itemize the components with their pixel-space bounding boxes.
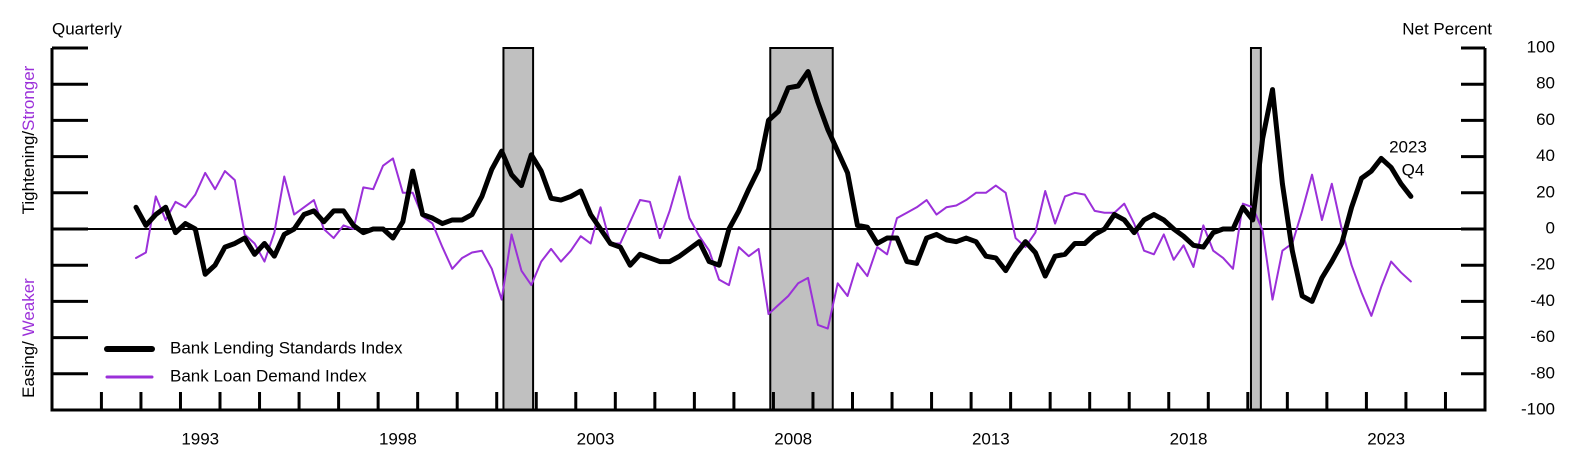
axis-frame xyxy=(50,48,1487,412)
y-label-upper-a: Tightening/ xyxy=(19,131,38,215)
y-label-upper-b: Stronger xyxy=(19,65,38,131)
y-label-lower-a: Easing/ xyxy=(19,336,38,397)
y-tick-label: -20 xyxy=(1530,255,1555,274)
y-tick-label: 60 xyxy=(1536,110,1555,129)
x-tick-label: 1998 xyxy=(379,429,417,448)
corner-right-label: Net Percent xyxy=(1402,19,1492,38)
y-tick-label: 80 xyxy=(1536,74,1555,93)
y-label-upper: Tightening/Stronger xyxy=(19,65,38,214)
x-tick-label: 2013 xyxy=(972,429,1010,448)
x-tick-label: 2003 xyxy=(577,429,615,448)
y-tick-label: -40 xyxy=(1530,291,1555,310)
x-tick-label: 1993 xyxy=(181,429,219,448)
y-tick-label: 20 xyxy=(1536,182,1555,201)
y-label-lower: Easing/ Weaker xyxy=(19,278,38,398)
series-line xyxy=(133,69,1414,304)
corner-left-label: Quarterly xyxy=(52,19,122,38)
annotation-year: 2023 xyxy=(1389,137,1427,156)
x-tick-label: 2018 xyxy=(1170,429,1208,448)
x-tick-label: 2008 xyxy=(774,429,812,448)
annotation-quarter: Q4 xyxy=(1402,160,1425,179)
y-tick-label: -100 xyxy=(1521,399,1555,418)
y-tick-label: 0 xyxy=(1546,218,1555,237)
y-tick-label: 40 xyxy=(1536,146,1555,165)
x-tick-label: 2023 xyxy=(1367,429,1405,448)
legend-label: Bank Loan Demand Index xyxy=(170,366,367,385)
legend-label: Bank Lending Standards Index xyxy=(170,338,403,357)
y-tick-label: -60 xyxy=(1530,327,1555,346)
y-tick-label: 100 xyxy=(1527,37,1555,56)
y-label-lower-b: Weaker xyxy=(19,278,38,337)
y-tick-label: -80 xyxy=(1530,363,1555,382)
